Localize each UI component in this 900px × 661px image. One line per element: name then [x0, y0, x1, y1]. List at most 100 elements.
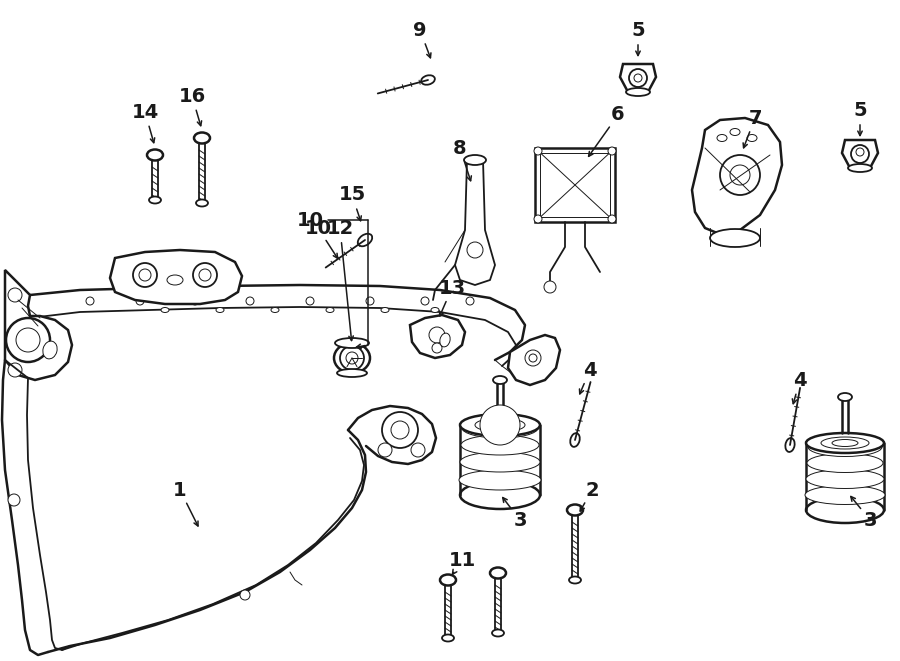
- Text: 2: 2: [585, 481, 598, 500]
- Circle shape: [86, 297, 94, 305]
- Ellipse shape: [334, 343, 370, 373]
- Ellipse shape: [475, 418, 525, 432]
- Ellipse shape: [161, 307, 169, 313]
- Ellipse shape: [460, 481, 540, 509]
- Ellipse shape: [462, 418, 538, 438]
- Ellipse shape: [806, 469, 884, 488]
- Ellipse shape: [710, 229, 760, 247]
- Polygon shape: [508, 335, 560, 385]
- Circle shape: [16, 328, 40, 352]
- Circle shape: [136, 297, 144, 305]
- Circle shape: [382, 412, 418, 448]
- Polygon shape: [5, 270, 72, 380]
- Polygon shape: [535, 148, 615, 222]
- Circle shape: [488, 413, 512, 437]
- Ellipse shape: [569, 576, 581, 584]
- Text: 8: 8: [454, 139, 467, 157]
- Circle shape: [191, 297, 199, 305]
- Circle shape: [634, 74, 642, 82]
- Ellipse shape: [381, 307, 389, 313]
- Text: 5: 5: [631, 20, 644, 40]
- Circle shape: [856, 148, 864, 156]
- Text: 9: 9: [413, 20, 427, 40]
- Ellipse shape: [821, 437, 869, 449]
- Circle shape: [411, 443, 425, 457]
- Circle shape: [529, 354, 537, 362]
- Ellipse shape: [730, 128, 740, 136]
- Ellipse shape: [808, 438, 882, 457]
- Circle shape: [467, 242, 483, 258]
- Ellipse shape: [486, 421, 514, 429]
- Ellipse shape: [717, 134, 727, 141]
- Text: 11: 11: [448, 551, 475, 570]
- Ellipse shape: [271, 307, 279, 313]
- Ellipse shape: [460, 414, 540, 436]
- Ellipse shape: [464, 155, 486, 165]
- Ellipse shape: [337, 369, 367, 377]
- Ellipse shape: [626, 88, 650, 96]
- Text: 4: 4: [583, 360, 597, 379]
- Circle shape: [629, 69, 647, 87]
- Text: 16: 16: [178, 87, 205, 106]
- Circle shape: [6, 318, 50, 362]
- Circle shape: [466, 297, 474, 305]
- Text: 15: 15: [338, 186, 365, 204]
- Circle shape: [608, 215, 616, 223]
- Circle shape: [608, 147, 616, 155]
- Ellipse shape: [326, 307, 334, 313]
- Circle shape: [730, 165, 750, 185]
- Circle shape: [8, 494, 20, 506]
- Ellipse shape: [567, 504, 583, 516]
- Circle shape: [534, 215, 542, 223]
- Circle shape: [246, 297, 254, 305]
- Text: 13: 13: [438, 278, 465, 297]
- Text: 7: 7: [748, 108, 761, 128]
- Circle shape: [366, 297, 374, 305]
- Circle shape: [199, 269, 211, 281]
- Polygon shape: [410, 315, 465, 358]
- Circle shape: [421, 297, 429, 305]
- Ellipse shape: [806, 433, 884, 453]
- Ellipse shape: [832, 440, 858, 446]
- Circle shape: [340, 346, 364, 370]
- Ellipse shape: [492, 629, 504, 637]
- Ellipse shape: [442, 635, 454, 641]
- Circle shape: [525, 350, 541, 366]
- Circle shape: [8, 288, 22, 302]
- Polygon shape: [692, 118, 782, 235]
- Circle shape: [544, 281, 556, 293]
- Ellipse shape: [149, 196, 161, 204]
- Text: 3: 3: [513, 510, 526, 529]
- Ellipse shape: [43, 341, 58, 359]
- Text: 6: 6: [611, 106, 625, 124]
- Text: 4: 4: [793, 371, 806, 389]
- Ellipse shape: [747, 134, 757, 141]
- Circle shape: [306, 297, 314, 305]
- Ellipse shape: [806, 497, 884, 523]
- Circle shape: [432, 343, 442, 353]
- Text: 10: 10: [304, 219, 331, 237]
- Text: 10: 10: [296, 210, 323, 229]
- Circle shape: [429, 327, 445, 343]
- Ellipse shape: [460, 452, 540, 472]
- Text: 5: 5: [853, 100, 867, 120]
- Text: 12: 12: [327, 219, 354, 237]
- Circle shape: [8, 363, 22, 377]
- Circle shape: [720, 155, 760, 195]
- Circle shape: [378, 443, 392, 457]
- Ellipse shape: [807, 453, 883, 473]
- Ellipse shape: [431, 307, 439, 313]
- Circle shape: [480, 405, 520, 445]
- Ellipse shape: [848, 164, 872, 172]
- Ellipse shape: [147, 149, 163, 161]
- Polygon shape: [110, 250, 242, 304]
- Circle shape: [193, 263, 217, 287]
- Circle shape: [240, 590, 250, 600]
- Ellipse shape: [490, 568, 506, 578]
- Ellipse shape: [196, 200, 208, 206]
- Polygon shape: [455, 160, 495, 285]
- Ellipse shape: [216, 307, 224, 313]
- Ellipse shape: [440, 333, 450, 347]
- Ellipse shape: [493, 376, 507, 384]
- Circle shape: [139, 269, 151, 281]
